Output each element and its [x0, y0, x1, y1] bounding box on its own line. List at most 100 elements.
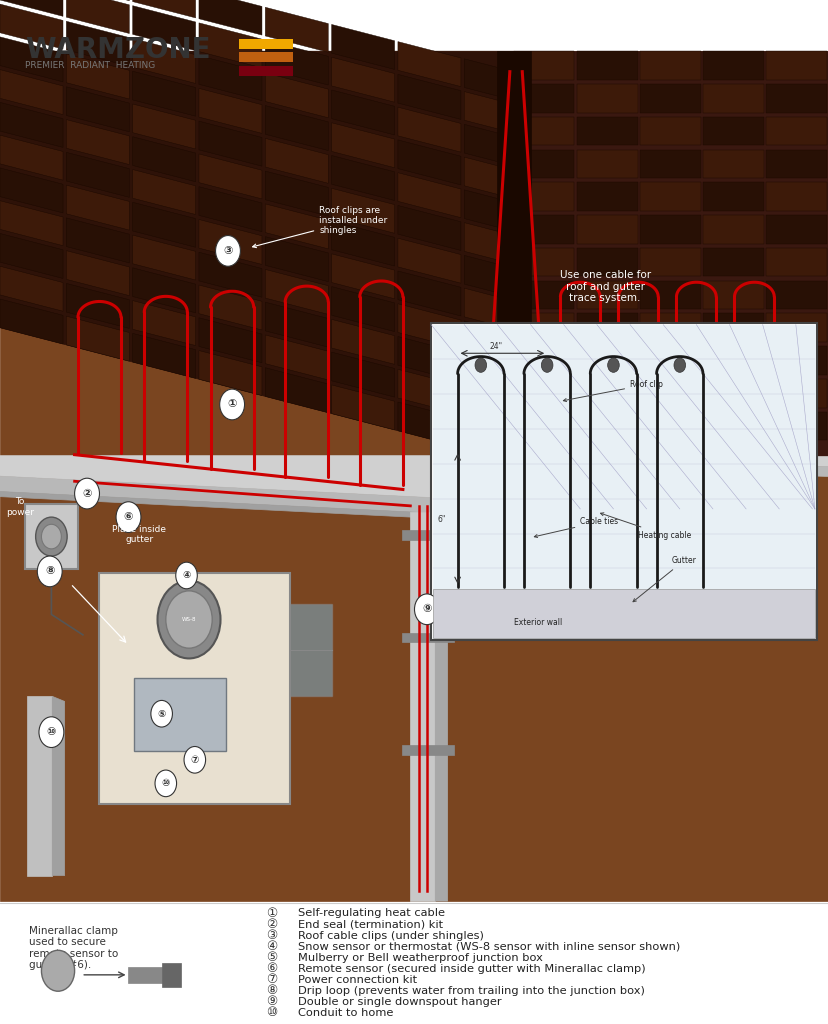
Polygon shape: [702, 412, 763, 440]
Polygon shape: [265, 171, 328, 216]
Polygon shape: [27, 696, 52, 876]
Polygon shape: [639, 346, 700, 375]
Polygon shape: [576, 84, 637, 113]
Circle shape: [219, 389, 244, 420]
Circle shape: [39, 717, 64, 748]
FancyBboxPatch shape: [238, 52, 292, 62]
Polygon shape: [265, 204, 328, 249]
Polygon shape: [702, 346, 763, 375]
Polygon shape: [576, 117, 637, 145]
Polygon shape: [265, 237, 328, 282]
Polygon shape: [464, 321, 527, 366]
Polygon shape: [0, 4, 63, 49]
Polygon shape: [132, 301, 195, 345]
Text: Exterior wall: Exterior wall: [513, 617, 561, 627]
Polygon shape: [0, 102, 63, 147]
Text: Roof clip: Roof clip: [563, 380, 662, 401]
Polygon shape: [331, 90, 394, 135]
Polygon shape: [66, 218, 129, 263]
Polygon shape: [397, 108, 460, 153]
Polygon shape: [431, 323, 816, 640]
Text: End seal (termination) kit: End seal (termination) kit: [298, 920, 443, 930]
Polygon shape: [132, 203, 195, 247]
Polygon shape: [265, 302, 328, 347]
Polygon shape: [702, 182, 763, 211]
Polygon shape: [702, 379, 763, 408]
Polygon shape: [199, 317, 262, 362]
Polygon shape: [331, 57, 394, 102]
Polygon shape: [639, 412, 700, 440]
Polygon shape: [66, 54, 129, 99]
Polygon shape: [397, 304, 460, 349]
Text: Minerallac clamp
used to secure
remote sensor to
gutter (#6).: Minerallac clamp used to secure remote s…: [29, 926, 118, 971]
Polygon shape: [576, 51, 637, 80]
Polygon shape: [199, 219, 262, 264]
Circle shape: [116, 502, 141, 532]
Polygon shape: [265, 138, 328, 183]
Polygon shape: [464, 222, 527, 267]
Polygon shape: [513, 313, 574, 342]
Polygon shape: [66, 284, 129, 329]
Polygon shape: [132, 137, 195, 181]
Polygon shape: [513, 84, 574, 113]
Polygon shape: [199, 23, 262, 68]
Text: Drip loop (prevents water from trailing into the junction box): Drip loop (prevents water from trailing …: [298, 986, 644, 995]
FancyBboxPatch shape: [99, 573, 290, 804]
Polygon shape: [0, 266, 63, 311]
Polygon shape: [0, 476, 513, 517]
Polygon shape: [397, 402, 460, 447]
Circle shape: [36, 517, 67, 556]
FancyBboxPatch shape: [238, 66, 292, 76]
Text: ⑧: ⑧: [45, 566, 55, 577]
Text: ⑤: ⑤: [266, 951, 277, 965]
Polygon shape: [397, 337, 460, 382]
Polygon shape: [199, 154, 262, 199]
Circle shape: [151, 700, 172, 727]
Polygon shape: [265, 269, 328, 314]
Polygon shape: [331, 188, 394, 233]
Polygon shape: [265, 105, 328, 151]
Polygon shape: [513, 379, 574, 408]
Polygon shape: [0, 456, 513, 502]
Polygon shape: [513, 182, 574, 211]
Polygon shape: [576, 248, 637, 276]
Text: Self-regulating heat cable: Self-regulating heat cable: [298, 908, 445, 919]
Polygon shape: [513, 150, 574, 178]
Polygon shape: [331, 319, 394, 365]
Polygon shape: [397, 271, 460, 316]
Circle shape: [155, 770, 176, 797]
Polygon shape: [132, 236, 195, 280]
Polygon shape: [132, 334, 195, 378]
Polygon shape: [464, 386, 527, 431]
Text: Mulberry or Bell weatherproof junction box: Mulberry or Bell weatherproof junction b…: [298, 952, 542, 963]
Polygon shape: [464, 58, 527, 103]
Polygon shape: [513, 51, 828, 461]
Polygon shape: [765, 117, 826, 145]
Polygon shape: [397, 239, 460, 284]
Polygon shape: [132, 72, 195, 116]
Polygon shape: [331, 254, 394, 299]
Polygon shape: [52, 696, 65, 876]
Circle shape: [41, 950, 75, 991]
Text: WARMZONE: WARMZONE: [25, 36, 210, 63]
Text: Roof cable clips (under shingles): Roof cable clips (under shingles): [298, 931, 484, 940]
Text: ⑧: ⑧: [266, 984, 277, 997]
Circle shape: [673, 358, 685, 373]
Text: ⑩: ⑩: [46, 727, 56, 737]
Polygon shape: [161, 963, 181, 987]
Polygon shape: [66, 251, 129, 296]
Polygon shape: [199, 350, 262, 395]
Polygon shape: [402, 745, 454, 755]
Polygon shape: [464, 189, 527, 234]
Circle shape: [215, 236, 240, 266]
Polygon shape: [265, 335, 328, 380]
Polygon shape: [132, 39, 195, 83]
Polygon shape: [66, 22, 129, 67]
Text: ⑤: ⑤: [157, 709, 166, 719]
Polygon shape: [513, 346, 574, 375]
Polygon shape: [132, 104, 195, 148]
Text: 24": 24": [489, 342, 502, 351]
Text: Heating cable: Heating cable: [599, 513, 691, 540]
Polygon shape: [464, 288, 527, 333]
Polygon shape: [464, 419, 527, 464]
